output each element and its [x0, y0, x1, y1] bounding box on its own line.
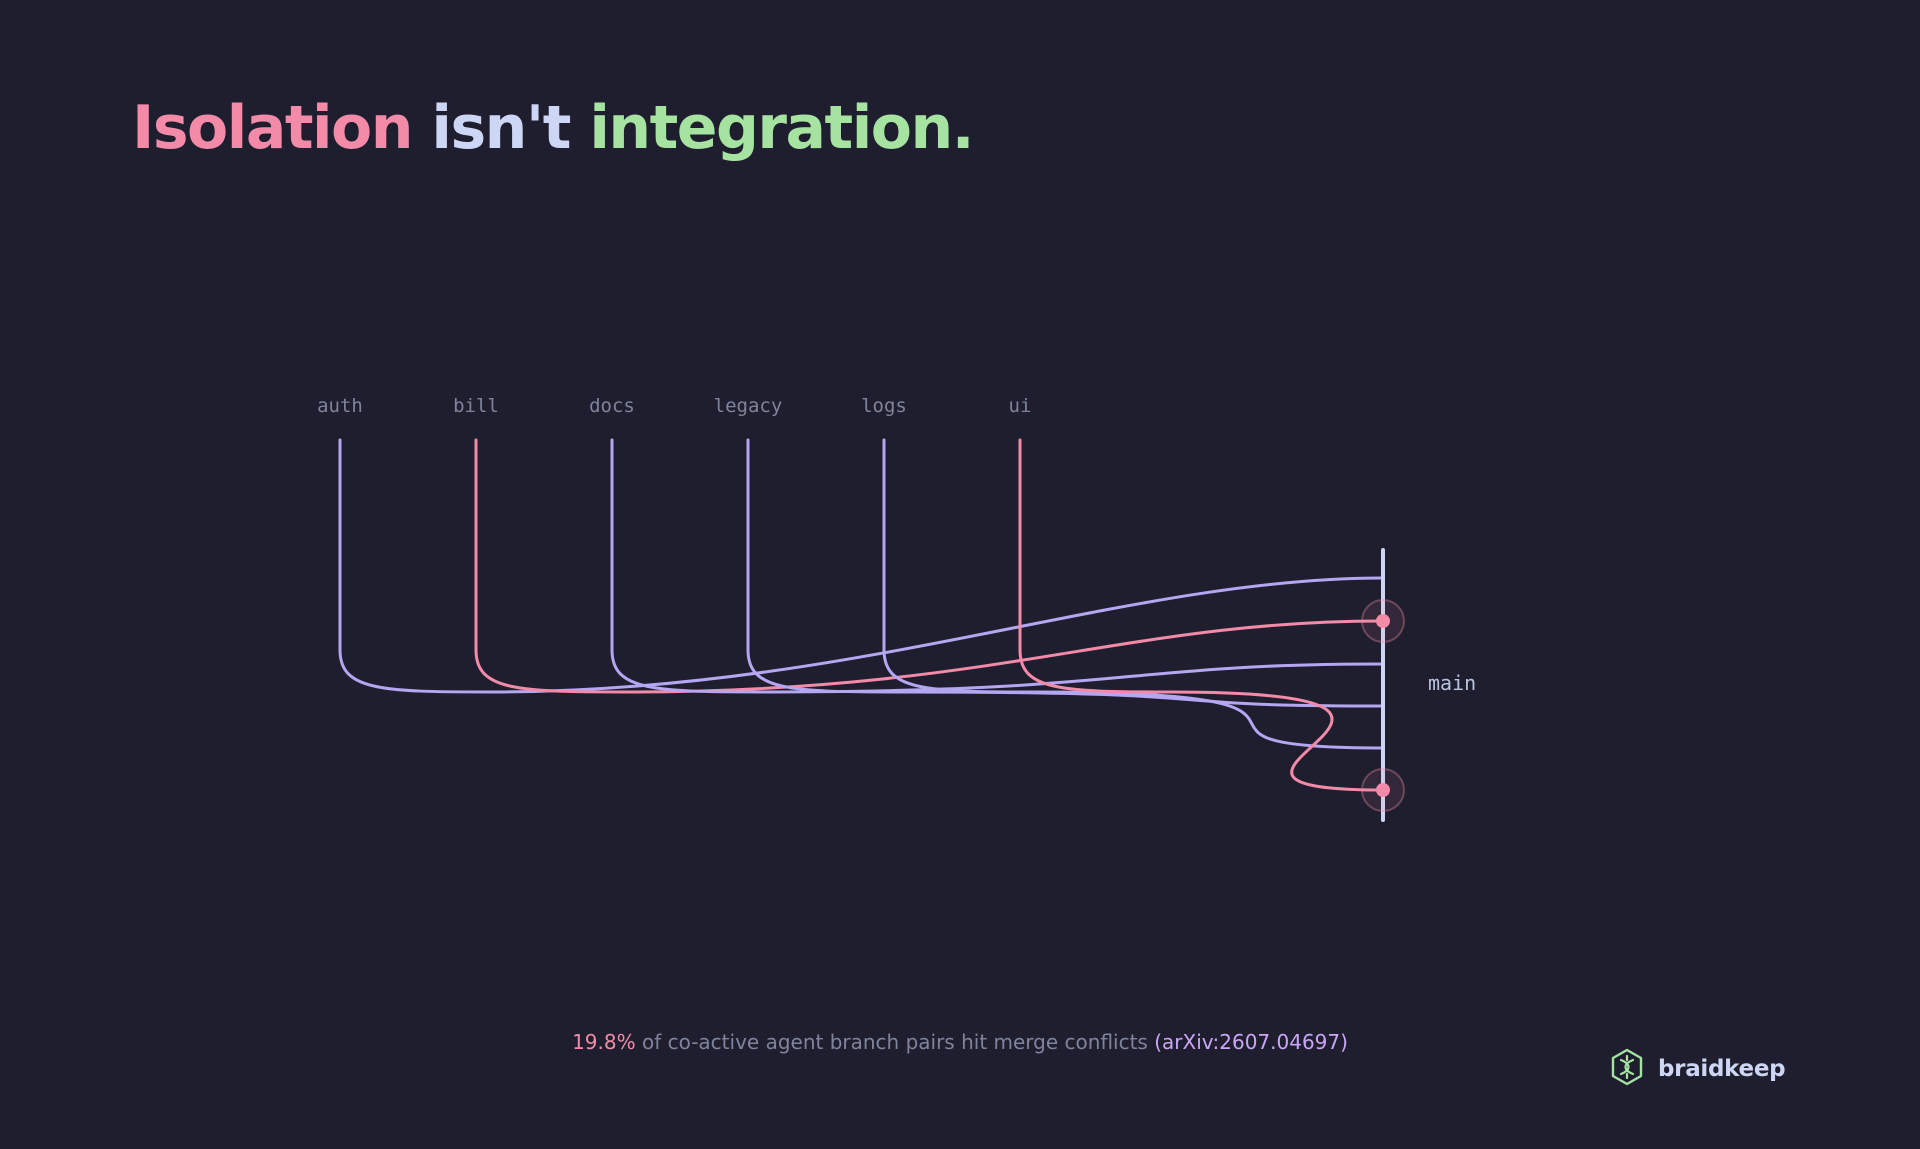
branch-label-ui: ui [1009, 395, 1032, 417]
title-word-isolation: Isolation [132, 93, 414, 163]
brand-name: braidkeep [1658, 1056, 1786, 1082]
page-title: Isolation isn't integration. [132, 88, 974, 168]
conflict-stat-value: 19.8% [572, 1030, 636, 1054]
citation-link[interactable]: (arXiv:2607.04697) [1154, 1030, 1348, 1054]
branch-label-logs: logs [861, 395, 907, 417]
conflict-dot-bill [1376, 614, 1390, 628]
branch-path-ui [1018, 438, 1385, 792]
branch-path-docs [610, 438, 1385, 694]
conflict-markers [1361, 599, 1405, 812]
conflict-stat-text: of co-active agent branch pairs hit merg… [635, 1030, 1155, 1054]
title-word-integration: integration. [589, 93, 974, 163]
branch-labels: auth bill docs legacy logs ui [317, 395, 1031, 417]
branch-label-docs: docs [589, 395, 635, 417]
brand-logo: braidkeep [1610, 1048, 1786, 1090]
conflict-dot-ui [1376, 783, 1390, 797]
branch-label-auth: auth [317, 395, 363, 417]
branch-path-logs [882, 438, 1385, 750]
branch-path-bill [474, 438, 1385, 694]
main-trunk-label: main [1428, 671, 1476, 695]
branch-label-bill: bill [453, 395, 499, 417]
branch-path-auth [338, 438, 1385, 694]
branch-paths [338, 438, 1385, 792]
hexagon-braid-logo-icon [1610, 1048, 1644, 1090]
branch-label-legacy: legacy [714, 395, 783, 417]
conflict-stat-footnote: 19.8% of co-active agent branch pairs hi… [0, 1030, 1920, 1054]
title-word-isnt: isn't [431, 93, 571, 163]
